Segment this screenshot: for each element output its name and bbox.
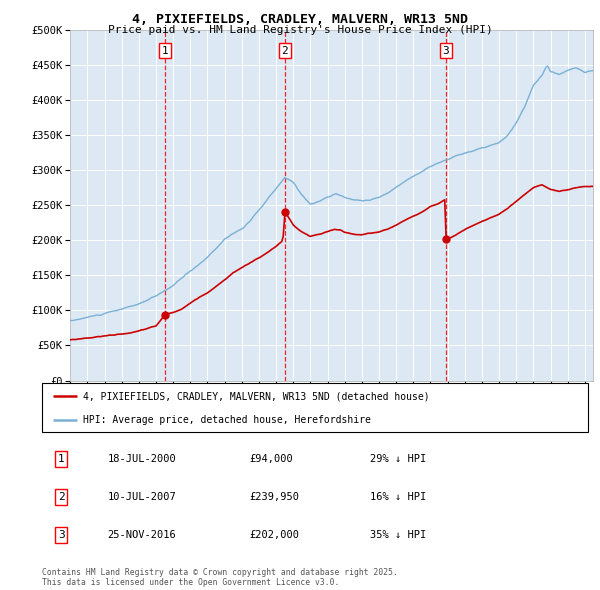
Text: Contains HM Land Registry data © Crown copyright and database right 2025.
This d: Contains HM Land Registry data © Crown c… bbox=[42, 568, 398, 587]
Text: £202,000: £202,000 bbox=[250, 530, 299, 540]
Text: 2: 2 bbox=[58, 492, 64, 502]
Text: 4, PIXIEFIELDS, CRADLEY, MALVERN, WR13 5ND (detached house): 4, PIXIEFIELDS, CRADLEY, MALVERN, WR13 5… bbox=[83, 391, 430, 401]
Text: £239,950: £239,950 bbox=[250, 492, 299, 502]
Text: £94,000: £94,000 bbox=[250, 454, 293, 464]
Text: 4, PIXIEFIELDS, CRADLEY, MALVERN, WR13 5ND: 4, PIXIEFIELDS, CRADLEY, MALVERN, WR13 5… bbox=[132, 13, 468, 26]
Text: HPI: Average price, detached house, Herefordshire: HPI: Average price, detached house, Here… bbox=[83, 415, 371, 425]
FancyBboxPatch shape bbox=[42, 383, 588, 432]
Text: 10-JUL-2007: 10-JUL-2007 bbox=[107, 492, 176, 502]
Text: Price paid vs. HM Land Registry's House Price Index (HPI): Price paid vs. HM Land Registry's House … bbox=[107, 25, 493, 35]
Text: 16% ↓ HPI: 16% ↓ HPI bbox=[370, 492, 426, 502]
Text: 2: 2 bbox=[281, 45, 289, 55]
Text: 18-JUL-2000: 18-JUL-2000 bbox=[107, 454, 176, 464]
Text: 29% ↓ HPI: 29% ↓ HPI bbox=[370, 454, 426, 464]
Text: 1: 1 bbox=[162, 45, 169, 55]
Text: 1: 1 bbox=[58, 454, 64, 464]
Text: 3: 3 bbox=[442, 45, 449, 55]
Text: 25-NOV-2016: 25-NOV-2016 bbox=[107, 530, 176, 540]
Text: 35% ↓ HPI: 35% ↓ HPI bbox=[370, 530, 426, 540]
Text: 3: 3 bbox=[58, 530, 64, 540]
